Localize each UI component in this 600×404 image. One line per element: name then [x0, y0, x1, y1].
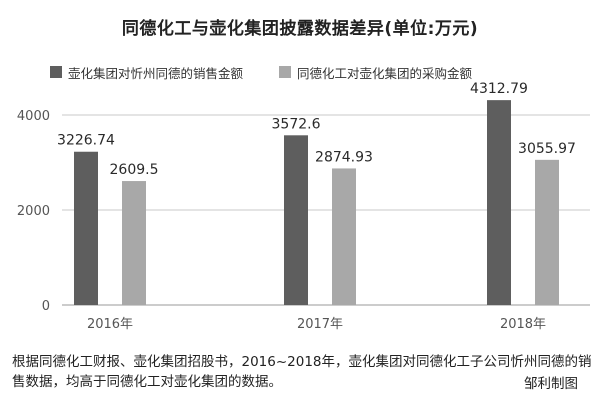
chart-title: 同德化工与壶化集团披露数据差异(单位:万元) [121, 19, 479, 39]
data-label: 3055.97 [518, 141, 576, 157]
x-tick-label: 2018年 [500, 317, 546, 332]
y-tick-label: 2000 [17, 204, 50, 219]
data-label: 3226.74 [57, 133, 115, 149]
data-label: 2609.5 [110, 162, 159, 178]
legend: 壶化集团对忻州同德的销售金额 同德化工对壶化集团的采购金额 [50, 63, 508, 82]
credit: 邹利制图 [524, 376, 578, 392]
bar [535, 159, 559, 305]
bar-chart: 0 2000 4000 3226.74 2609.5 2016年 3572.6 2874.93… [17, 81, 590, 332]
legend-item-sales: 壶化集团对忻州同德的销售金额 [50, 63, 243, 82]
legend-swatch-sales [50, 66, 62, 78]
legend-item-purchase: 同德化工对壶化集团的采购金额 [279, 63, 472, 82]
bar [74, 151, 98, 305]
bar [487, 100, 511, 305]
y-tick-label: 4000 [17, 109, 50, 124]
x-tick-label: 2017年 [297, 317, 343, 332]
data-label: 4312.79 [470, 81, 528, 97]
legend-label-sales: 壶化集团对忻州同德的销售金额 [68, 65, 244, 81]
data-label: 2874.93 [315, 149, 373, 165]
bar [332, 168, 356, 305]
data-label: 3572.6 [272, 116, 321, 132]
x-tick-label: 2016年 [87, 317, 133, 332]
legend-label-purchase: 同德化工对壶化集团的采购金额 [297, 65, 473, 81]
bar [122, 181, 146, 305]
bar [284, 135, 308, 305]
footnote: 根据同德化工财报、壶化集团招股书，2016~2018年，壶化集团对同德化工子公司… [12, 354, 592, 390]
y-tick-label: 0 [42, 299, 50, 314]
legend-swatch-purchase [279, 66, 292, 78]
